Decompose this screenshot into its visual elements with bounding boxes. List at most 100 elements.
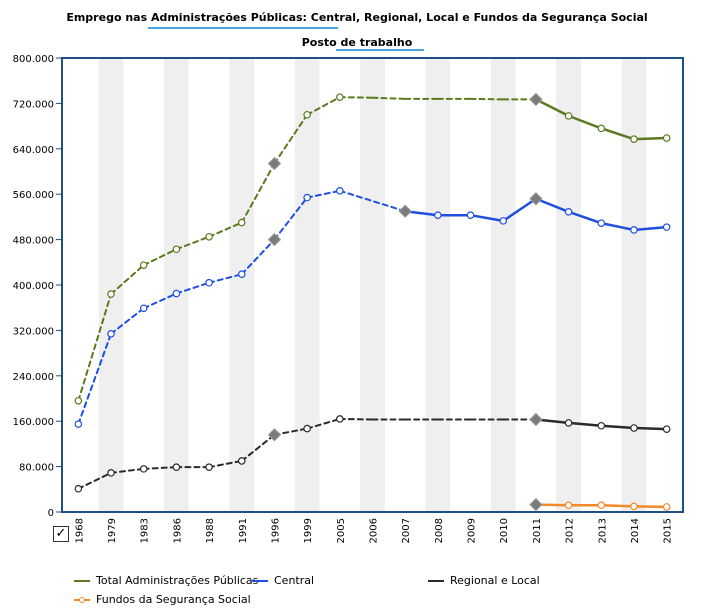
data-point [172,463,181,471]
data-point [237,270,246,279]
series-segment [142,292,178,310]
data-point-diamond [267,428,282,442]
legend-fundos-swatch [74,596,90,604]
legend-fundos[interactable]: Fundos da Segurança Social [74,593,251,606]
data-point [107,290,115,298]
data-point [597,501,606,509]
grid-band [621,58,647,512]
data-point-diamond [529,412,543,427]
data-point-diamond [398,204,412,218]
data-point [630,135,638,143]
x-tick-label: 2014 [630,518,641,543]
grid-band [556,58,581,512]
data-point-diamond [267,156,282,171]
series-segment [110,467,145,474]
grid-band [229,58,255,512]
series-segment [371,96,407,100]
x-tick-label: 2011 [532,518,543,543]
x-tick-label: 2007 [401,518,412,543]
x-tick-label: 1968 [74,518,85,543]
subtitle-underline [336,49,424,51]
series-segment [175,281,211,295]
series-segment [600,221,636,232]
legend-fundos-label: Fundos da Segurança Social [96,593,251,606]
data-point [303,110,311,119]
legend-regional-label: Regional e Local [450,574,540,587]
x-tick-label: 1986 [172,518,183,543]
x-tick-label: 2006 [369,518,380,543]
data-point [74,396,83,405]
legend-regional[interactable]: Regional e Local [428,574,540,587]
series-segment [632,225,668,232]
data-point [564,207,573,216]
series-segment [273,196,309,241]
checkmark-icon[interactable]: ✓ [53,526,69,542]
y-tick-label: 240.000 [13,372,54,383]
grid-band [490,58,516,512]
series-segment [306,189,341,199]
data-point-diamond [529,92,543,107]
data-point [597,219,606,227]
data-point [139,465,148,473]
y-tick-label: 0 [48,508,54,519]
data-point [336,186,344,195]
chart-title: Emprego nas Administrações Públicas: Cen… [66,11,648,24]
grid-band [294,58,320,512]
series-segment [208,221,243,238]
x-tick-label: 2009 [467,518,478,543]
series-segment [306,417,341,430]
y-tick-label: 480.000 [13,236,54,247]
data-point [662,134,671,142]
data-point [303,424,311,433]
data-point [205,232,213,241]
y-tick-label: 560.000 [13,190,54,201]
data-point [74,484,83,493]
data-point [237,457,246,465]
grid-band [164,58,189,512]
series-segment [77,293,113,402]
data-point [466,211,475,219]
data-point-diamond [529,497,543,512]
legend-regional-swatch [428,577,444,585]
x-tick-label: 2015 [663,518,674,543]
series-segment [110,307,145,335]
series-segment [600,424,636,430]
data-point [564,112,573,120]
series-segment [77,332,113,426]
y-tick-label: 800.000 [13,54,54,65]
x-tick-label: 1999 [303,518,314,543]
data-point [172,289,181,298]
x-tick-label: 1988 [205,518,216,543]
chart-subtitle: Posto de trabalho [301,36,413,49]
series-segment [469,97,505,101]
series-segment [77,471,113,490]
data-point [499,217,508,225]
data-point [630,226,638,234]
data-point [597,421,606,430]
data-point [564,501,573,509]
series-segment [273,113,309,165]
series-segment [208,273,243,284]
y-tick-label: 80.000 [19,463,54,474]
data-point [630,424,638,432]
data-point [303,193,311,202]
x-tick-label: 1996 [270,518,281,543]
legend-central[interactable]: Central [252,574,314,587]
legend-total[interactable]: Total Administrações Públicas [74,574,258,587]
series-segment [306,96,341,116]
series-segment [534,197,570,214]
grid-bands [98,58,647,512]
y-tick-label: 160.000 [13,417,54,428]
x-tick-label: 2008 [434,518,445,543]
data-point [107,330,115,338]
series-segment [240,162,276,224]
legend-total-swatch [74,577,90,585]
legend-central-label: Central [274,574,315,587]
series-segment [632,136,668,141]
data-point [630,502,638,511]
series-segment [501,197,538,223]
series-lines [77,96,668,509]
grid-band [425,58,451,512]
data-point [597,124,606,133]
